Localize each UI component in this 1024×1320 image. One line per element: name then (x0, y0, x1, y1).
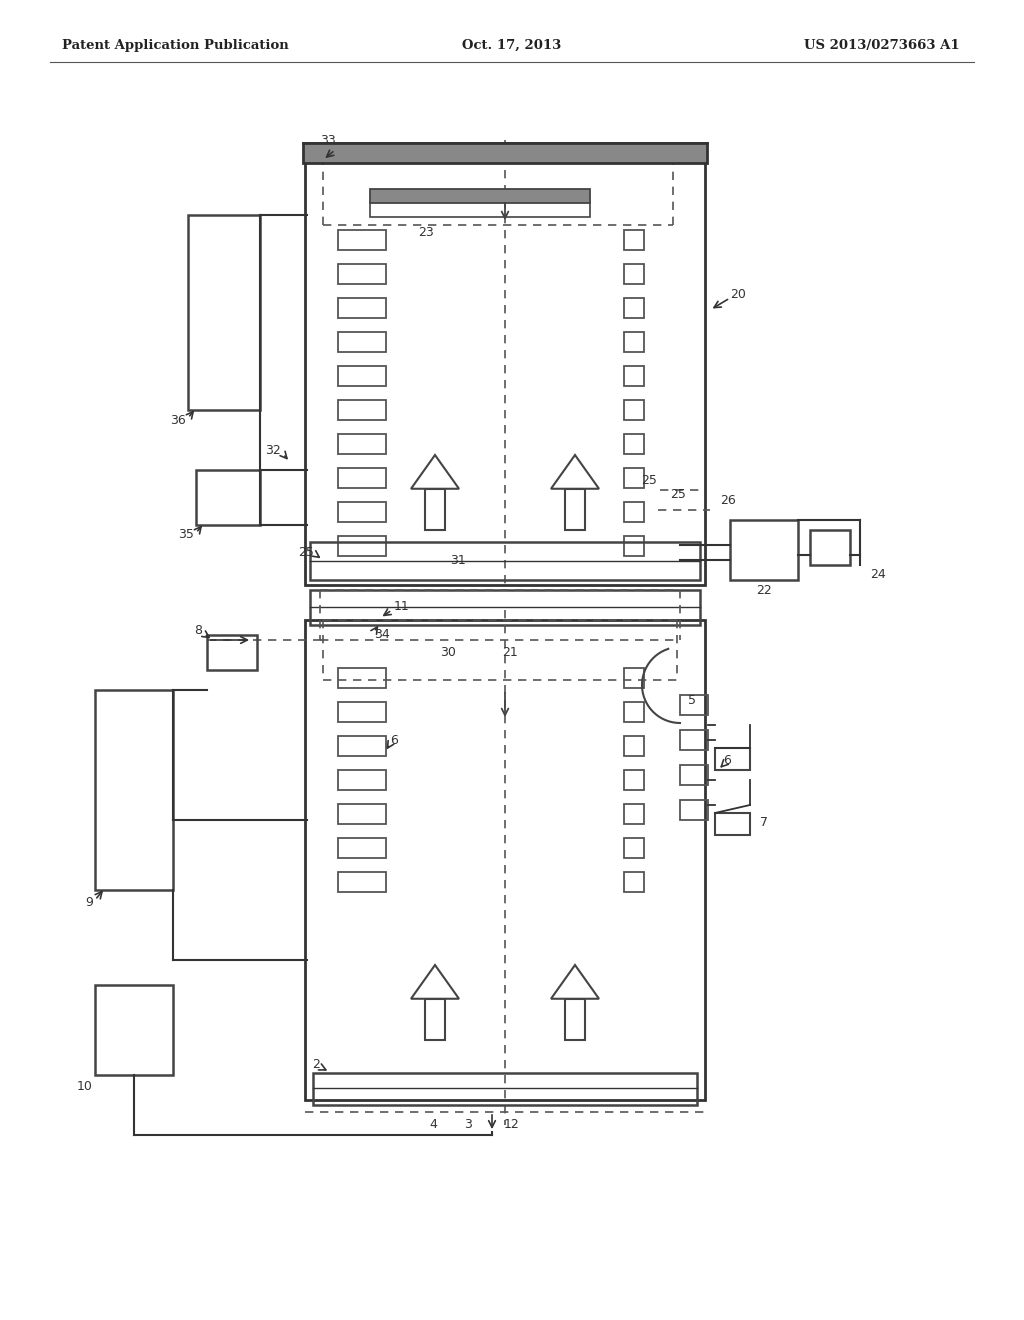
Bar (305, 154, 705, 585)
Text: 25: 25 (641, 474, 657, 487)
Text: 12: 12 (504, 1118, 520, 1130)
Text: 11: 11 (394, 599, 410, 612)
Text: 10: 10 (77, 1081, 93, 1093)
Text: 4: 4 (429, 1118, 437, 1130)
Bar (370, 202, 590, 216)
Text: 9: 9 (85, 895, 93, 908)
Text: 24: 24 (870, 569, 886, 582)
Bar (425, 488, 445, 531)
Text: 3: 3 (464, 1118, 472, 1130)
Bar (624, 668, 644, 688)
Bar (310, 590, 700, 624)
Bar (624, 770, 644, 789)
Bar (715, 813, 750, 836)
Text: 30: 30 (440, 647, 456, 660)
Bar (338, 400, 386, 420)
Bar (624, 298, 644, 318)
Bar (338, 668, 386, 688)
Text: 2: 2 (312, 1059, 319, 1072)
Bar (338, 838, 386, 858)
Bar (680, 766, 708, 785)
Text: 36: 36 (170, 413, 186, 426)
Bar (338, 536, 386, 556)
Bar (338, 737, 386, 756)
Bar (624, 366, 644, 385)
Bar (624, 702, 644, 722)
Bar (624, 434, 644, 454)
Text: 23: 23 (418, 227, 434, 239)
Bar (624, 737, 644, 756)
Bar (338, 502, 386, 521)
Bar (680, 730, 708, 750)
Bar (624, 333, 644, 352)
Polygon shape (551, 965, 599, 999)
Text: 21: 21 (502, 647, 518, 660)
Bar (338, 770, 386, 789)
Bar (338, 873, 386, 892)
Bar (95, 985, 173, 1074)
Text: 7: 7 (760, 816, 768, 829)
Text: 25: 25 (670, 488, 686, 502)
Text: 8: 8 (194, 623, 202, 636)
Text: Oct. 17, 2013: Oct. 17, 2013 (463, 38, 561, 51)
Text: Patent Application Publication: Patent Application Publication (62, 38, 289, 51)
Bar (565, 488, 585, 531)
Bar (338, 264, 386, 284)
Text: 20: 20 (730, 289, 745, 301)
Text: 33: 33 (321, 133, 336, 147)
Polygon shape (411, 455, 459, 488)
Bar (95, 690, 173, 890)
Bar (715, 748, 750, 770)
Bar (303, 143, 707, 162)
Bar (313, 1073, 697, 1105)
Text: 5: 5 (688, 693, 696, 706)
Text: 25: 25 (298, 545, 314, 558)
Bar (425, 999, 445, 1040)
Bar (565, 999, 585, 1040)
Bar (680, 696, 708, 715)
Bar (188, 215, 260, 411)
Bar (624, 469, 644, 488)
Text: 35: 35 (178, 528, 194, 541)
Bar (305, 620, 705, 1100)
Bar (730, 520, 798, 579)
Bar (338, 366, 386, 385)
Bar (207, 635, 257, 671)
Bar (196, 470, 260, 525)
Bar (370, 189, 590, 203)
Bar (338, 702, 386, 722)
Bar (624, 264, 644, 284)
Bar (624, 804, 644, 824)
Bar (338, 469, 386, 488)
Bar (810, 531, 850, 565)
Text: 6: 6 (723, 754, 731, 767)
Text: 32: 32 (265, 444, 281, 457)
Text: 6: 6 (390, 734, 398, 747)
Polygon shape (551, 455, 599, 488)
Bar (338, 230, 386, 249)
Text: US 2013/0273663 A1: US 2013/0273663 A1 (805, 38, 961, 51)
Bar (624, 873, 644, 892)
Bar (338, 434, 386, 454)
Bar (338, 333, 386, 352)
Text: 31: 31 (450, 554, 466, 568)
Bar (338, 804, 386, 824)
Bar (680, 800, 708, 820)
Bar (624, 400, 644, 420)
Bar (624, 536, 644, 556)
Bar (624, 502, 644, 521)
Bar (338, 298, 386, 318)
Text: 22: 22 (756, 583, 772, 597)
Bar (310, 543, 700, 579)
Bar (624, 838, 644, 858)
Text: 34: 34 (374, 628, 390, 642)
Bar (624, 230, 644, 249)
Polygon shape (411, 965, 459, 999)
Text: 26: 26 (720, 494, 736, 507)
